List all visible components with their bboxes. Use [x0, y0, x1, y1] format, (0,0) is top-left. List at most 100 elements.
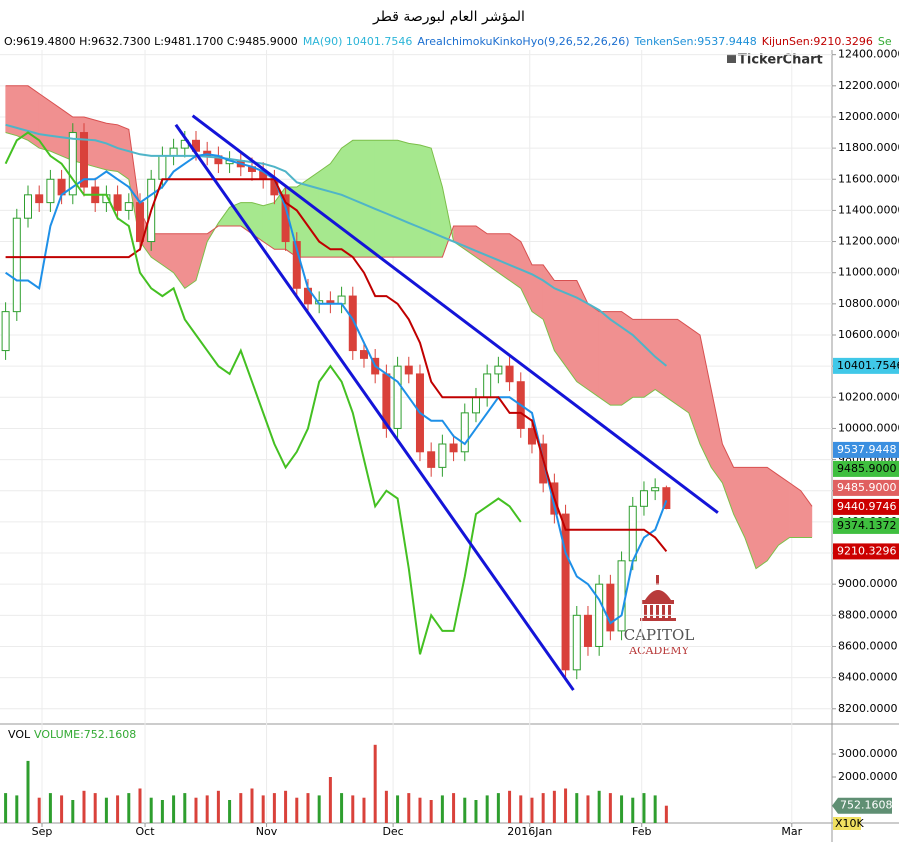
cloud-segment — [531, 264, 544, 320]
cloud-segment — [789, 482, 802, 538]
cloud-segment — [307, 170, 320, 258]
y-tick-label: 3000.0000 — [838, 747, 898, 760]
legend-entry: AreaIchimokuKinkoHyo(9,26,52,26,26) — [417, 35, 629, 48]
y-tick-label: 8200.0000 — [838, 702, 898, 715]
cloud-segment — [330, 147, 342, 258]
candle-body — [68, 132, 77, 196]
price-badge — [833, 517, 899, 534]
candle-body — [169, 147, 178, 157]
chart-title: المؤشر العام لبورصة قطر — [372, 9, 525, 25]
volume-bar — [48, 793, 52, 823]
y-tick-label: 11000.0000 — [838, 266, 899, 279]
candle-body — [505, 365, 514, 383]
y-tick-label: 9000.0000 — [838, 577, 898, 590]
cloud-segment — [677, 318, 690, 414]
volume-bar — [552, 790, 556, 823]
volume-bar — [575, 793, 579, 823]
legend-entry: KijunSen:9210.3296 — [762, 35, 873, 48]
scale-badge — [833, 817, 861, 830]
legend-entry: MA(90) 10401.7546 — [303, 35, 413, 48]
price-badge — [833, 460, 899, 477]
price-badge-label: 9537.9448 — [837, 443, 897, 456]
candle-body — [639, 490, 648, 507]
volume-bar — [452, 793, 456, 823]
volume-bar — [15, 795, 19, 823]
price-badge-label: 9440.9746 — [837, 500, 897, 513]
y-tick-label: 12200.0000 — [838, 79, 899, 92]
cloud-segment — [408, 143, 421, 258]
cloud-segment — [778, 474, 790, 546]
volume-bars — [4, 744, 668, 823]
volume-bar — [541, 793, 545, 823]
volume-bar — [250, 788, 254, 823]
volume-bar — [261, 795, 265, 823]
volume-bar — [396, 795, 400, 823]
x-tick-label: Dec — [382, 825, 403, 838]
candle-body — [449, 443, 458, 453]
volume-bar — [362, 797, 366, 823]
volume-bar — [429, 800, 433, 823]
y-tick-label: 12000.0000 — [838, 110, 899, 123]
kijun-sen — [5, 178, 668, 553]
candle-body — [427, 451, 436, 468]
trend-line — [191, 114, 719, 514]
volume-bar — [418, 797, 422, 823]
volume-bar — [664, 805, 668, 823]
volume-bar — [60, 795, 64, 823]
volume-bar — [306, 793, 310, 823]
volume-bar — [564, 788, 568, 823]
cloud-segment — [374, 140, 387, 258]
volume-bar — [149, 797, 153, 823]
y-tick-label: 11400.0000 — [838, 203, 899, 216]
volume-bar — [631, 797, 635, 823]
cloud-segment — [363, 140, 376, 258]
candle-body — [595, 583, 604, 647]
candle-body — [12, 217, 21, 313]
volume-bar — [642, 793, 646, 823]
candle-body — [617, 560, 626, 632]
cloud-segment — [117, 124, 130, 180]
cloud-segment — [598, 311, 611, 406]
volume-bar — [26, 760, 30, 823]
candle-body — [404, 365, 413, 375]
volume-bar — [530, 797, 534, 823]
y-tick-label: 8800.0000 — [838, 608, 898, 621]
candle-body — [348, 295, 357, 352]
volume-bar — [340, 793, 344, 823]
y-tick-label: 10000.0000 — [838, 421, 899, 434]
legend-entry: TenkenSen:9537.9448 — [634, 35, 757, 48]
moving-average — [5, 123, 668, 367]
price-badge — [833, 441, 899, 458]
volume-bar — [485, 795, 489, 823]
cloud-segment — [755, 467, 768, 570]
cloud-segment — [16, 85, 29, 141]
y-tick-label: 2000.0000 — [838, 770, 898, 783]
candle-body — [158, 155, 167, 180]
price-badge-label: 10401.7546 — [837, 359, 899, 372]
volume-bar — [228, 800, 232, 823]
volume-bar — [82, 790, 86, 823]
cloud-segment — [184, 233, 197, 289]
volume-bar — [172, 795, 176, 823]
legend-entry: O:9619.4800 H:9632.7300 L:9481.1700 C:94… — [4, 35, 298, 48]
volume-bar — [653, 795, 657, 823]
y-tick-label: 8400.0000 — [838, 671, 898, 684]
tenkan-sen — [5, 153, 668, 625]
candle-body — [628, 505, 637, 562]
candle-body — [35, 194, 44, 204]
candle-body — [337, 295, 346, 305]
candle-body — [359, 350, 368, 359]
volume-bar — [496, 793, 500, 823]
volume-bar — [104, 797, 108, 823]
volume-bar — [239, 793, 243, 823]
chikou-span — [4, 131, 522, 655]
candle-body — [46, 178, 55, 204]
x-tick-label: Nov — [256, 825, 278, 838]
volume-bar — [384, 790, 388, 823]
volume-bar — [295, 797, 299, 823]
y-tick-label: 10200.0000 — [838, 390, 899, 403]
x-tick-label: Oct — [136, 825, 156, 838]
y-tick-label: 11800.0000 — [838, 141, 899, 154]
cloud-segment — [632, 319, 645, 398]
